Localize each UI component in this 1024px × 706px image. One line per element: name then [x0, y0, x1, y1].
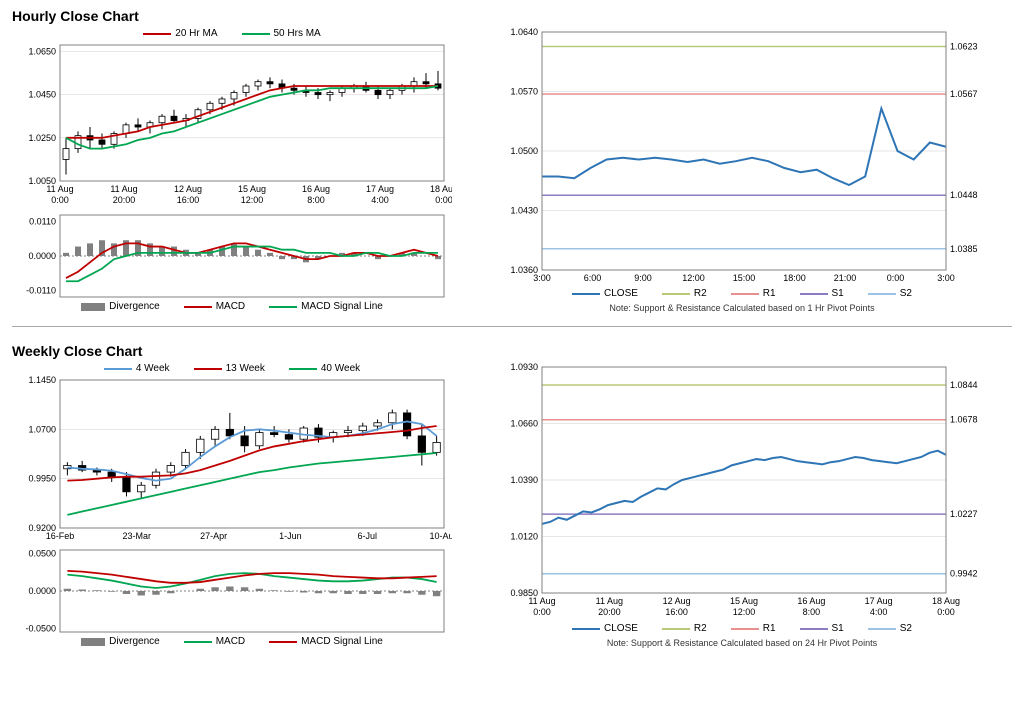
- svg-text:4:00: 4:00: [870, 607, 888, 617]
- svg-text:0:00: 0:00: [435, 195, 452, 205]
- svg-text:12:00: 12:00: [241, 195, 264, 205]
- svg-text:18 Aug: 18 Aug: [932, 596, 960, 606]
- svg-text:27-Apr: 27-Apr: [200, 531, 227, 541]
- svg-text:20:00: 20:00: [113, 195, 136, 205]
- hourly-macd-legend: DivergenceMACDMACD Signal Line: [12, 301, 452, 312]
- svg-text:16 Aug: 16 Aug: [302, 184, 330, 194]
- svg-text:0.0000: 0.0000: [28, 586, 56, 596]
- svg-text:8:00: 8:00: [803, 607, 821, 617]
- svg-text:1.0227: 1.0227: [950, 509, 978, 519]
- hourly-main-chart: 1.00501.02501.04501.065011 Aug0:0011 Aug…: [12, 41, 452, 211]
- svg-text:1.0120: 1.0120: [510, 532, 538, 542]
- svg-text:12:00: 12:00: [682, 273, 705, 283]
- svg-text:1-Jun: 1-Jun: [279, 531, 302, 541]
- svg-text:12 Aug: 12 Aug: [663, 596, 691, 606]
- svg-text:-0.0110: -0.0110: [26, 286, 56, 296]
- svg-text:1.0567: 1.0567: [950, 89, 978, 99]
- svg-text:1.0500: 1.0500: [510, 146, 538, 156]
- weekly-title: Weekly Close Chart: [12, 343, 1012, 359]
- weekly-main-legend: 4 Week13 Week40 Week: [12, 363, 452, 374]
- svg-text:23-Mar: 23-Mar: [123, 531, 152, 541]
- hourly-title: Hourly Close Chart: [12, 8, 1012, 24]
- svg-text:3:00: 3:00: [533, 273, 551, 283]
- weekly-section: Weekly Close Chart 4 Week13 Week40 Week …: [0, 335, 1024, 653]
- svg-text:10-Aug: 10-Aug: [429, 531, 452, 541]
- svg-text:11 Aug: 11 Aug: [528, 596, 555, 606]
- svg-text:6-Jul: 6-Jul: [357, 531, 377, 541]
- svg-text:1.0650: 1.0650: [28, 46, 56, 56]
- weekly-main-chart: 0.92000.99501.07001.145016-Feb23-Mar27-A…: [12, 376, 452, 546]
- svg-text:1.0448: 1.0448: [950, 190, 978, 200]
- svg-text:1.0678: 1.0678: [950, 415, 978, 425]
- svg-text:1.0385: 1.0385: [950, 244, 978, 254]
- weekly-macd-legend: DivergenceMACDMACD Signal Line: [12, 636, 452, 647]
- svg-text:1.0623: 1.0623: [950, 41, 978, 51]
- svg-text:0:00: 0:00: [937, 607, 955, 617]
- svg-text:18 Aug: 18 Aug: [430, 184, 452, 194]
- hourly-pivot-chart: 1.03601.04301.05001.05701.06403:006:009:…: [492, 28, 992, 288]
- svg-text:16 Aug: 16 Aug: [797, 596, 825, 606]
- svg-text:1.0450: 1.0450: [28, 90, 56, 100]
- hourly-main-legend: 20 Hr MA50 Hrs MA: [12, 28, 452, 39]
- weekly-macd-chart: -0.0500 0.0000 0.0500: [12, 546, 452, 636]
- svg-text:17 Aug: 17 Aug: [366, 184, 394, 194]
- svg-text:20:00: 20:00: [598, 607, 621, 617]
- svg-text:11 Aug: 11 Aug: [596, 596, 623, 606]
- svg-text:12 Aug: 12 Aug: [174, 184, 202, 194]
- svg-text:11 Aug: 11 Aug: [46, 184, 73, 194]
- svg-text:6:00: 6:00: [584, 273, 602, 283]
- svg-text:15 Aug: 15 Aug: [238, 184, 266, 194]
- svg-text:-0.0500: -0.0500: [25, 623, 56, 633]
- svg-text:9:00: 9:00: [634, 273, 652, 283]
- svg-text:1.0640: 1.0640: [510, 28, 538, 37]
- hourly-macd-chart: -0.0110 0.0000 0.0110: [12, 211, 452, 301]
- section-divider: [12, 326, 1012, 327]
- svg-text:1.0430: 1.0430: [510, 206, 538, 216]
- svg-text:1.0570: 1.0570: [510, 87, 538, 97]
- svg-text:0:00: 0:00: [887, 273, 905, 283]
- svg-text:1.0844: 1.0844: [950, 380, 978, 390]
- svg-text:17 Aug: 17 Aug: [865, 596, 893, 606]
- svg-text:21:00: 21:00: [834, 273, 857, 283]
- svg-text:1.0660: 1.0660: [510, 419, 538, 429]
- svg-text:16-Feb: 16-Feb: [46, 531, 75, 541]
- weekly-pivot-chart: 0.98501.01201.03901.06601.093011 Aug0:00…: [492, 363, 992, 623]
- hourly-section: Hourly Close Chart 20 Hr MA50 Hrs MA 1.0…: [0, 0, 1024, 318]
- svg-text:16:00: 16:00: [665, 607, 688, 617]
- svg-text:0.0000: 0.0000: [28, 251, 56, 261]
- svg-text:1.1450: 1.1450: [28, 376, 56, 385]
- svg-text:0.9942: 0.9942: [950, 569, 978, 579]
- svg-text:3:00: 3:00: [937, 273, 955, 283]
- hourly-note: Note: Support & Resistance Calculated ba…: [492, 303, 992, 313]
- svg-text:0:00: 0:00: [533, 607, 551, 617]
- svg-text:0.0110: 0.0110: [29, 216, 56, 226]
- svg-text:15 Aug: 15 Aug: [730, 596, 758, 606]
- svg-text:0.0500: 0.0500: [28, 549, 56, 559]
- svg-text:18:00: 18:00: [783, 273, 806, 283]
- svg-text:1.0390: 1.0390: [510, 475, 538, 485]
- hourly-pivot-legend: CLOSER2R1S1S2: [492, 288, 992, 299]
- svg-text:8:00: 8:00: [307, 195, 325, 205]
- weekly-pivot-legend: CLOSER2R1S1S2: [492, 623, 992, 634]
- svg-text:1.0930: 1.0930: [510, 363, 538, 372]
- svg-text:15:00: 15:00: [733, 273, 756, 283]
- svg-text:1.0700: 1.0700: [28, 424, 56, 434]
- svg-text:16:00: 16:00: [177, 195, 200, 205]
- svg-text:0:00: 0:00: [51, 195, 69, 205]
- svg-text:0.9950: 0.9950: [28, 474, 56, 484]
- svg-text:12:00: 12:00: [733, 607, 756, 617]
- svg-text:11 Aug: 11 Aug: [110, 184, 137, 194]
- svg-text:1.0250: 1.0250: [28, 133, 56, 143]
- svg-text:4:00: 4:00: [371, 195, 389, 205]
- weekly-note: Note: Support & Resistance Calculated ba…: [492, 638, 992, 648]
